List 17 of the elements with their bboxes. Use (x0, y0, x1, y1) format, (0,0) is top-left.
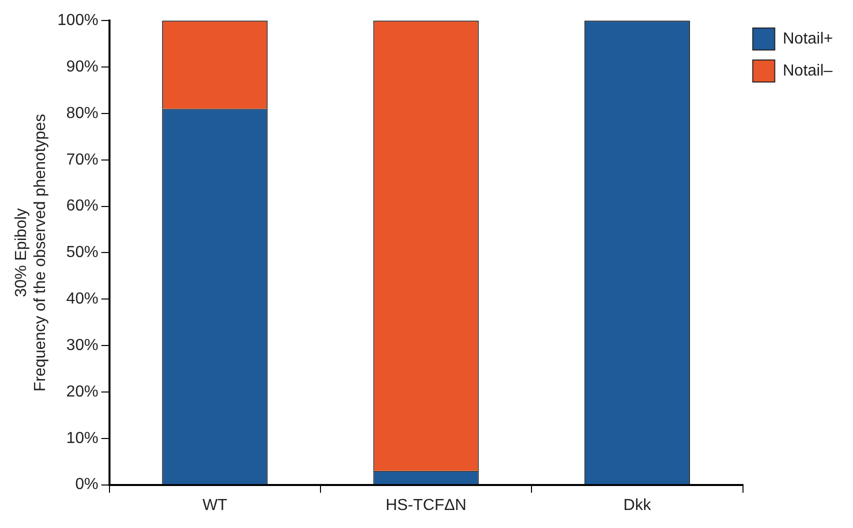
y-tick-label: 60% (66, 198, 98, 215)
x-tick-label: Dkk (623, 496, 652, 514)
x-tick-label: WT (202, 496, 228, 514)
y-tick-label: 70% (66, 151, 98, 168)
y-tick-label: 30% (66, 336, 98, 354)
legend-label: Notail– (782, 62, 833, 80)
y-tick-label: 20% (66, 383, 98, 400)
y-tick-label: 100% (57, 12, 98, 30)
y-tick-label: 50% (66, 244, 98, 262)
y-axis-title: 30% Epiboly Frequency of the observed phenotypes (13, 114, 50, 392)
y-tick-label: 40% (66, 290, 98, 308)
legend-label: Notail+ (782, 30, 833, 48)
y-tick-label: 0% (75, 476, 98, 494)
x-tick-label: HS-TCFΔN (386, 496, 466, 514)
y-tick-label: 10% (66, 430, 98, 447)
y-tick-label: 90% (66, 58, 98, 76)
y-tick-label: 80% (66, 104, 98, 122)
